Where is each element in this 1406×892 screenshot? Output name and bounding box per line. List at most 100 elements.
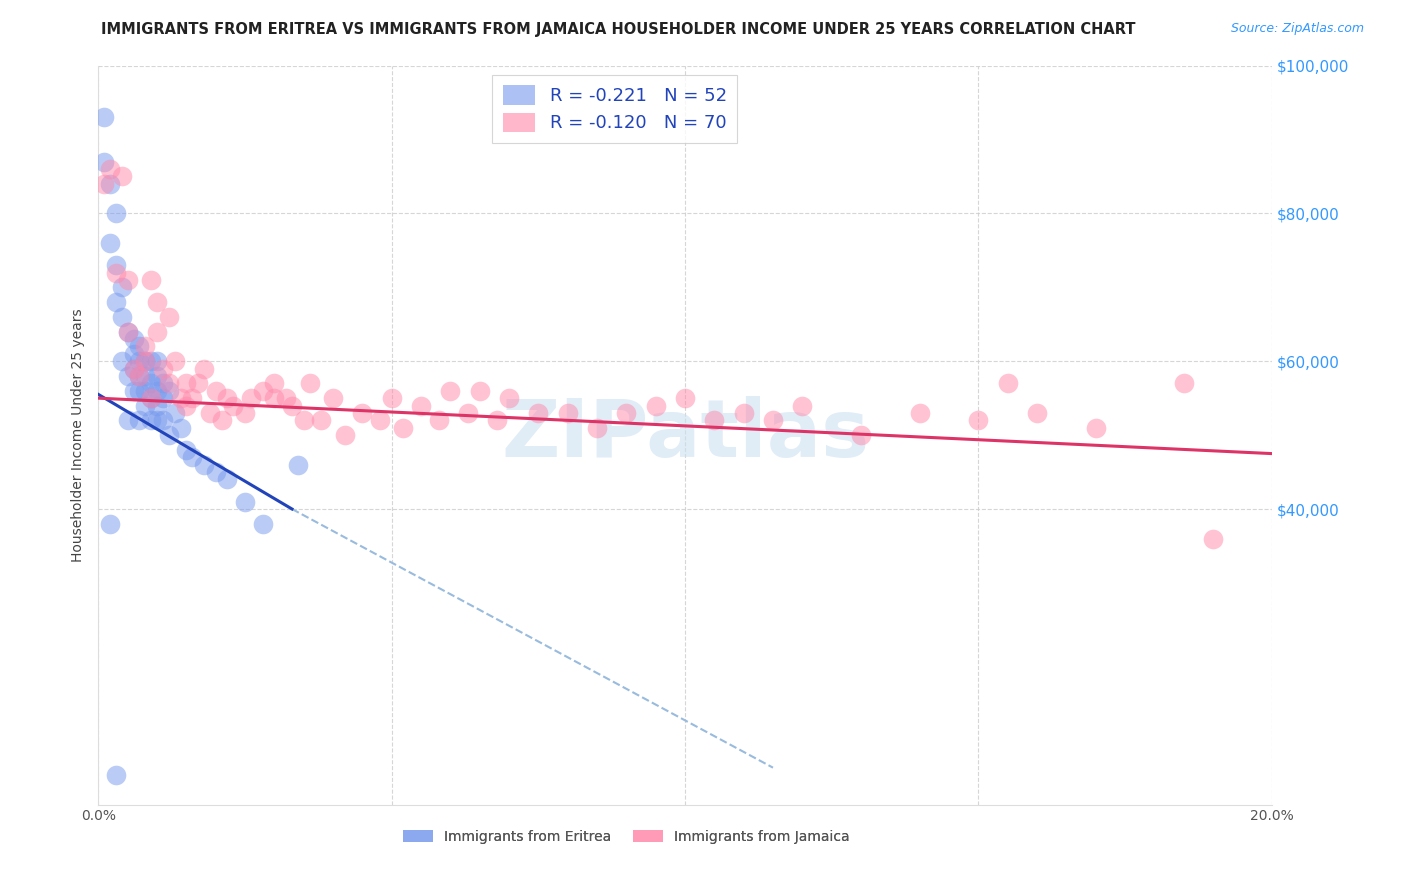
Point — [322, 391, 344, 405]
Point — [298, 376, 321, 391]
Point — [105, 295, 128, 310]
Point — [222, 399, 245, 413]
Point — [703, 413, 725, 427]
Point — [198, 406, 221, 420]
Point — [105, 206, 128, 220]
Point — [128, 384, 150, 398]
Point — [292, 413, 315, 427]
Point — [176, 442, 198, 457]
Point — [157, 310, 180, 324]
Point — [352, 406, 374, 420]
Point — [211, 413, 233, 427]
Point — [157, 384, 180, 398]
Point — [134, 399, 156, 413]
Point — [93, 177, 115, 191]
Point — [134, 354, 156, 368]
Point — [141, 391, 163, 405]
Point — [105, 258, 128, 272]
Point — [673, 391, 696, 405]
Legend: Immigrants from Eritrea, Immigrants from Jamaica: Immigrants from Eritrea, Immigrants from… — [398, 824, 855, 849]
Point — [233, 406, 256, 420]
Point — [157, 376, 180, 391]
Point — [141, 413, 163, 427]
Point — [134, 339, 156, 353]
Point — [614, 406, 637, 420]
Point — [146, 354, 169, 368]
Point — [217, 473, 239, 487]
Point — [311, 413, 333, 427]
Point — [157, 428, 180, 442]
Point — [263, 391, 285, 405]
Point — [111, 310, 134, 324]
Point — [439, 384, 461, 398]
Point — [134, 354, 156, 368]
Point — [163, 354, 186, 368]
Point — [152, 361, 174, 376]
Point — [381, 391, 404, 405]
Point — [111, 280, 134, 294]
Point — [1084, 421, 1107, 435]
Point — [498, 391, 520, 405]
Point — [762, 413, 785, 427]
Point — [128, 339, 150, 353]
Point — [967, 413, 990, 427]
Point — [122, 361, 145, 376]
Point — [252, 384, 274, 398]
Point — [1202, 532, 1225, 546]
Point — [333, 428, 356, 442]
Point — [997, 376, 1019, 391]
Point — [181, 450, 204, 465]
Point — [105, 266, 128, 280]
Point — [105, 768, 128, 782]
Point — [644, 399, 666, 413]
Point — [187, 376, 209, 391]
Point — [169, 391, 191, 405]
Point — [163, 406, 186, 420]
Point — [1026, 406, 1049, 420]
Point — [93, 111, 115, 125]
Point — [146, 399, 169, 413]
Point — [122, 384, 145, 398]
Point — [908, 406, 931, 420]
Point — [98, 177, 121, 191]
Point — [117, 273, 139, 287]
Point — [263, 376, 285, 391]
Point — [586, 421, 609, 435]
Point — [176, 376, 198, 391]
Point — [98, 235, 121, 250]
Text: ZIPatlas: ZIPatlas — [501, 396, 869, 475]
Point — [117, 413, 139, 427]
Point — [134, 369, 156, 384]
Point — [93, 154, 115, 169]
Point — [117, 325, 139, 339]
Point — [193, 458, 215, 472]
Point — [457, 406, 479, 420]
Point — [141, 391, 163, 405]
Point — [98, 516, 121, 531]
Point — [368, 413, 391, 427]
Point — [146, 413, 169, 427]
Text: IMMIGRANTS FROM ERITREA VS IMMIGRANTS FROM JAMAICA HOUSEHOLDER INCOME UNDER 25 Y: IMMIGRANTS FROM ERITREA VS IMMIGRANTS FR… — [101, 22, 1136, 37]
Point — [287, 458, 309, 472]
Point — [128, 369, 150, 384]
Point — [122, 332, 145, 346]
Point — [128, 369, 150, 384]
Point — [146, 369, 169, 384]
Point — [122, 347, 145, 361]
Point — [239, 391, 262, 405]
Point — [111, 169, 134, 184]
Point — [128, 354, 150, 368]
Point — [146, 384, 169, 398]
Point — [281, 399, 304, 413]
Point — [792, 399, 814, 413]
Point — [146, 325, 169, 339]
Point — [122, 361, 145, 376]
Point — [152, 391, 174, 405]
Point — [141, 376, 163, 391]
Y-axis label: Householder Income Under 25 years: Householder Income Under 25 years — [72, 309, 86, 562]
Point — [152, 413, 174, 427]
Point — [117, 369, 139, 384]
Point — [468, 384, 491, 398]
Point — [276, 391, 298, 405]
Point — [176, 399, 198, 413]
